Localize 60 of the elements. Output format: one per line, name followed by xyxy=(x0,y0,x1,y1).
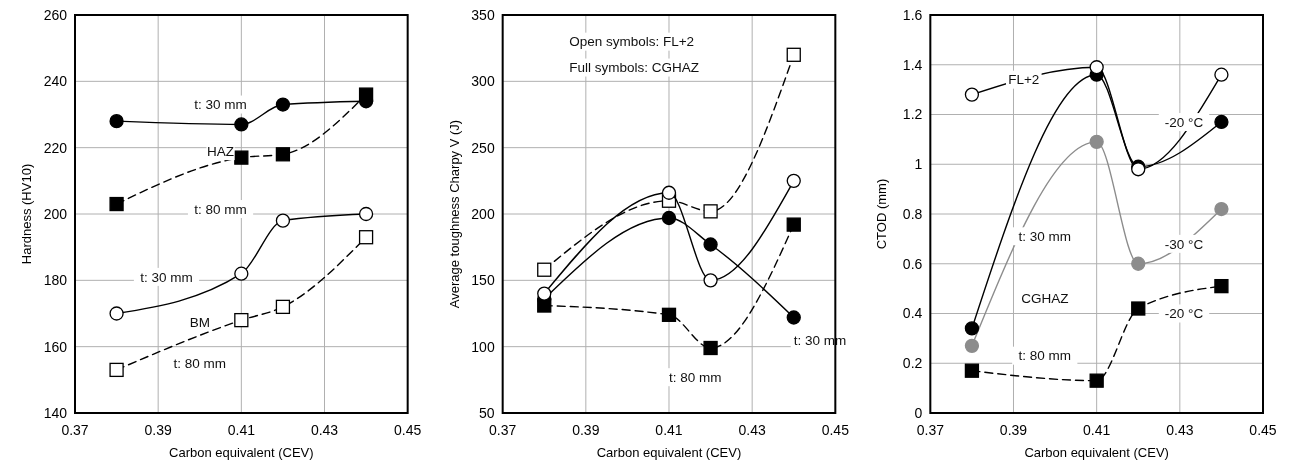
annotation: FL+2 xyxy=(1008,72,1040,88)
annotation: t: 30 mm xyxy=(194,97,247,113)
y-tick-label: 180 xyxy=(43,272,68,289)
x-tick-label: 0.39 xyxy=(572,422,600,438)
x-tick-label: 0.39 xyxy=(144,422,172,438)
x-axis-title: Carbon equivalent (CEV) xyxy=(1024,445,1169,460)
y-tick-label: 240 xyxy=(43,73,68,90)
y-tick-label: 140 xyxy=(43,404,68,421)
y-tick-label: 0.2 xyxy=(902,355,923,372)
y-tick-label: 0.4 xyxy=(902,305,923,322)
y-tick-label: 150 xyxy=(471,272,495,289)
y-tick-label: 1.6 xyxy=(902,6,923,23)
y-axis-title: Hardness (HV10) xyxy=(19,163,34,265)
annotation: Open symbols: FL+2 xyxy=(569,34,695,50)
x-tick-label: 0.43 xyxy=(310,422,339,438)
x-tick-label: 0.37 xyxy=(489,422,517,438)
annotation: Full symbols: CGHAZ xyxy=(569,60,699,76)
annotation: BM xyxy=(189,314,210,330)
x-tick-label: 0.43 xyxy=(1166,422,1194,438)
x-tick-label: 0.39 xyxy=(999,422,1028,438)
y-tick-label: 50 xyxy=(479,404,495,421)
annotation: t: 30 mm xyxy=(140,269,193,285)
y-tick-label: 0 xyxy=(914,404,923,421)
x-tick-label: 0.43 xyxy=(738,422,766,438)
y-tick-label: 260 xyxy=(43,6,68,23)
x-tick-label: 0.41 xyxy=(227,422,256,438)
x-axis-title: Carbon equivalent (CEV) xyxy=(596,445,742,460)
y-axis-title: CTOD (mm) xyxy=(874,178,890,250)
annotation: -20 °C xyxy=(1164,114,1204,130)
x-tick-label: 0.37 xyxy=(916,422,945,438)
annotation: t: 80 mm xyxy=(669,369,722,385)
x-tick-label: 0.37 xyxy=(61,422,89,438)
annotation: HAZ xyxy=(207,143,235,159)
y-tick-label: 100 xyxy=(471,338,495,355)
y-tick-label: 1.2 xyxy=(902,106,923,123)
x-tick-label: 0.41 xyxy=(655,422,683,438)
annotation: CGHAZ xyxy=(1021,291,1069,307)
y-tick-label: 220 xyxy=(43,139,68,156)
y-tick-label: 200 xyxy=(43,205,68,222)
annotation: t: 30 mm xyxy=(1018,229,1072,245)
y-tick-label: 0.8 xyxy=(902,205,923,222)
y-tick-label: 160 xyxy=(43,338,68,355)
y-tick-label: 300 xyxy=(471,73,495,90)
x-tick-label: 0.45 xyxy=(821,422,850,438)
y-tick-label: 250 xyxy=(471,139,495,156)
x-axis-title: Carbon equivalent (CEV) xyxy=(169,445,314,460)
x-tick-label: 0.41 xyxy=(1083,422,1111,438)
y-tick-label: 350 xyxy=(471,6,495,23)
x-tick-label: 0.45 xyxy=(394,422,422,438)
x-tick-label: 0.45 xyxy=(1249,422,1277,438)
annotation: t: 80 mm xyxy=(194,201,247,217)
annotation: t: 80 mm xyxy=(173,355,227,371)
y-tick-label: 200 xyxy=(471,205,495,222)
y-tick-label: 1 xyxy=(914,156,923,173)
y-tick-label: 1.4 xyxy=(902,56,923,73)
annotation: -30 °C xyxy=(1164,236,1204,252)
y-tick-label: 0.6 xyxy=(902,255,923,272)
annotation: t: 80 mm xyxy=(1018,348,1072,364)
y-axis-title: Average toughness Charpy V (J) xyxy=(446,119,462,309)
annotation: -20 °C xyxy=(1164,306,1204,322)
